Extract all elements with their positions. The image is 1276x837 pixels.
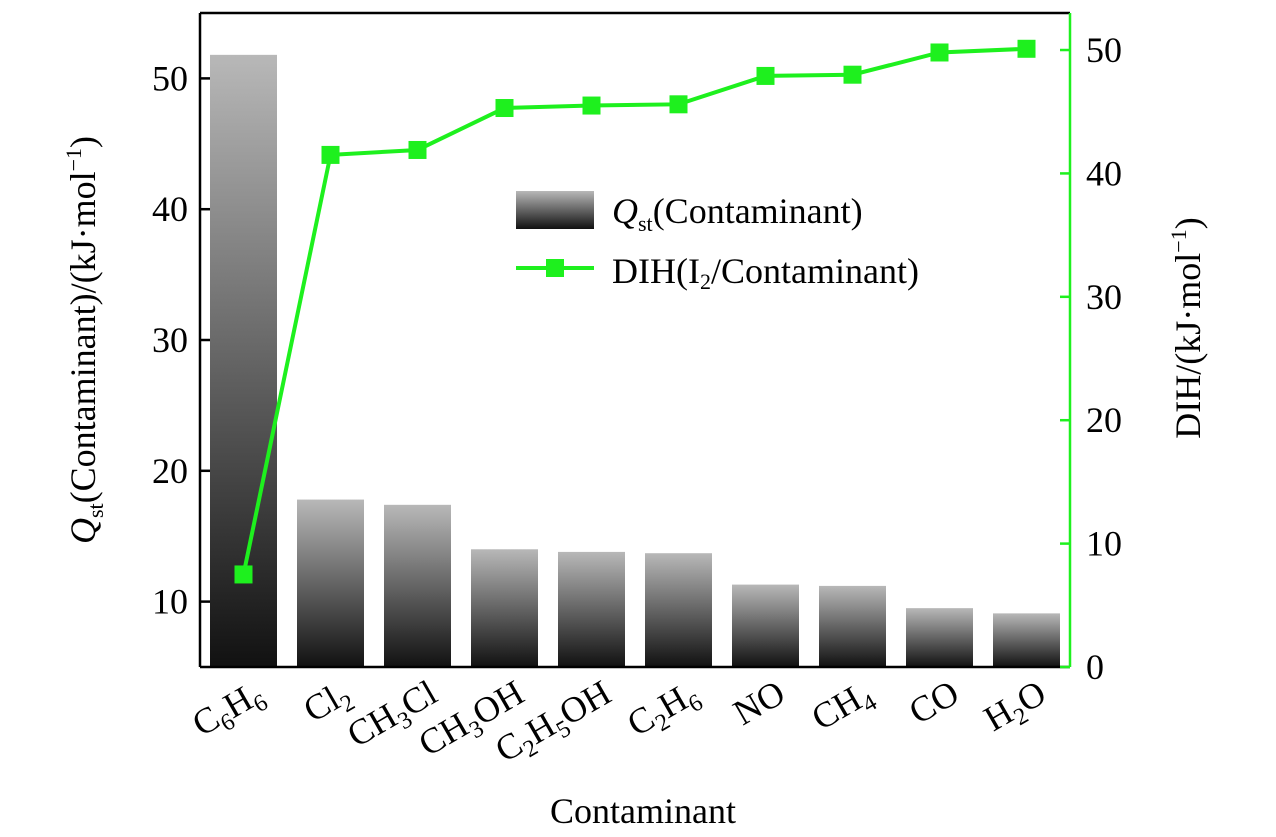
left-tick-label: 10 [152, 582, 188, 622]
right-tick-label: 50 [1086, 30, 1122, 70]
bar [645, 553, 712, 667]
legend-line-label: DIH(I2/Contaminant) [612, 251, 919, 294]
dih-line [241, 46, 1027, 575]
line-point [495, 99, 514, 118]
right-tick-label: 20 [1086, 400, 1122, 440]
right-tick-label: 30 [1086, 277, 1122, 317]
left-y-axis: 10 20 30 40 50 [152, 58, 210, 622]
line-point [408, 140, 427, 159]
bar-series [210, 54, 1060, 667]
right-y-axis: 0 10 20 30 40 50 [1060, 30, 1122, 687]
line-point [1017, 39, 1036, 58]
bar [297, 499, 364, 667]
legend: Qst(Contaminant) DIH(I2/Contaminant) [516, 191, 919, 294]
bar [471, 549, 538, 667]
legend-bar-label: Qst(Contaminant) [612, 191, 863, 236]
line-series [234, 39, 1036, 584]
bar [558, 551, 625, 667]
bar [819, 585, 886, 667]
line-point [930, 43, 949, 62]
legend-line-marker [546, 259, 564, 277]
line-point [669, 95, 688, 114]
line-point [756, 66, 775, 85]
right-y-axis-title: DIH/(kJ·mol−1) [1166, 217, 1208, 438]
right-tick-label: 10 [1086, 524, 1122, 564]
left-y-axis-title: Qst(Contaminant)/(kJ·mol−1) [61, 136, 108, 544]
line-point [321, 145, 340, 164]
x-tick-label: C2H6 [620, 672, 707, 749]
x-tick-label: H2O [977, 672, 1055, 744]
x-tick-label: CO [902, 672, 965, 732]
right-tick-label: 0 [1086, 647, 1104, 687]
x-tick-label: CH4 [805, 672, 882, 743]
bar [732, 584, 799, 667]
x-tick-label: NO [726, 672, 791, 733]
left-tick-label: 30 [152, 320, 188, 360]
bar [993, 613, 1060, 667]
left-tick-label: 50 [152, 58, 188, 98]
legend-bar-swatch [516, 191, 594, 229]
bar [384, 504, 451, 667]
left-tick-label: 40 [152, 189, 188, 229]
line-point [234, 565, 253, 584]
x-axis-title: Contaminant [550, 791, 736, 831]
right-tick-label: 40 [1086, 153, 1122, 193]
left-tick-label: 20 [152, 451, 188, 491]
line-point [843, 65, 862, 84]
x-tick-label: C6H6 [185, 672, 272, 749]
bar [906, 608, 973, 667]
line-point [582, 96, 601, 115]
